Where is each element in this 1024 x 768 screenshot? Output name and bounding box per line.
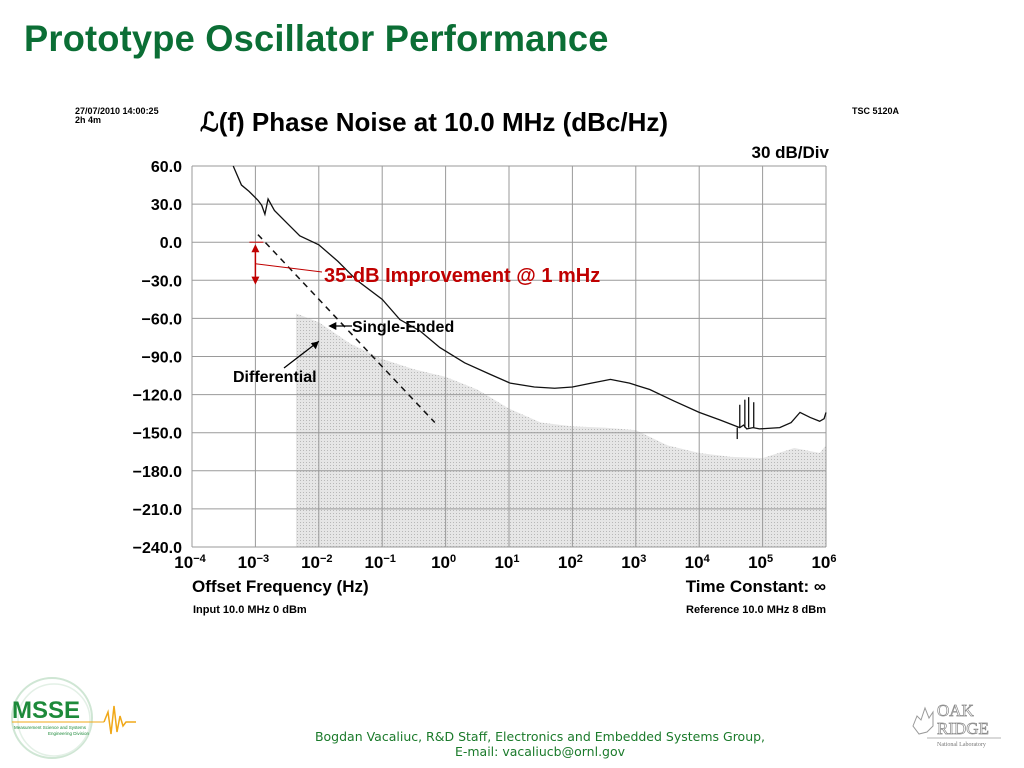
- x-tick-label: 103: [621, 553, 646, 572]
- single-ended-series-line: [232, 165, 827, 430]
- ornl-ridge: RIDGE: [937, 719, 989, 738]
- y-tick-label: −210.0: [133, 502, 182, 519]
- x-tick-label: 104: [685, 553, 711, 572]
- y-tick-label: −30.0: [142, 273, 183, 290]
- time-constant-label: Time Constant: ∞: [686, 577, 826, 596]
- arrow-up-right-icon: [310, 341, 319, 350]
- x-tick-label: 100: [431, 553, 456, 572]
- msse-logo: MSSE Measurement Science and Systems Eng…: [11, 677, 136, 759]
- msse-subtitle-1: Measurement Science and Systems: [14, 725, 87, 730]
- x-tick-label: 10−3: [238, 553, 269, 572]
- ornl-national-lab: National Laboratory: [937, 742, 986, 748]
- slide-title: Prototype Oscillator Performance: [24, 18, 609, 59]
- oak-leaf-icon: [912, 706, 934, 735]
- arrow-up-icon: [251, 244, 260, 253]
- x-tick-label: 101: [494, 553, 519, 572]
- arrow-left-icon: [328, 322, 337, 331]
- x-tick-label: 10−4: [174, 553, 206, 572]
- y-tick-label: −150.0: [133, 426, 182, 443]
- chart-duration: 2h 4m: [75, 115, 101, 125]
- y-tick-label: 30.0: [151, 197, 182, 214]
- y-tick-label: 0.0: [160, 235, 182, 252]
- x-axis-label: Offset Frequency (Hz): [192, 577, 369, 596]
- footer: Bogdan Vacaliuc, R&D Staff, Electronics …: [300, 729, 780, 759]
- x-tick-label: 10−1: [364, 553, 395, 572]
- noise-floor-area: [295, 313, 826, 547]
- chart-timestamp: 27/07/2010 14:00:25: [75, 106, 159, 116]
- ornl-logo: OAK RIDGE National Laboratory: [912, 701, 1001, 748]
- msse-logo-text: MSSE: [12, 697, 80, 724]
- y-tick-label: −240.0: [133, 540, 182, 557]
- arrow-down-icon: [251, 276, 260, 285]
- y-tick-label: 60.0: [151, 159, 182, 176]
- differential-label: Differential: [233, 369, 317, 386]
- x-tick-label: 102: [558, 553, 583, 572]
- y-tick-label: −180.0: [133, 464, 182, 481]
- scale-label: 30 dB/Div: [752, 143, 830, 162]
- chart-title: ℒ(f) Phase Noise at 10.0 MHz (dBc/Hz): [200, 107, 668, 137]
- y-tick-label: −60.0: [142, 311, 183, 328]
- input-info: Input 10.0 MHz 0 dBm: [193, 604, 307, 616]
- improvement-leader-line: [255, 263, 323, 273]
- reference-info: Reference 10.0 MHz 8 dBm: [686, 604, 826, 616]
- x-tick-label: 106: [811, 553, 836, 572]
- improvement-annotation: 35-dB Improvement @ 1 mHz: [324, 265, 600, 287]
- y-tick-label: −90.0: [142, 350, 183, 367]
- ornl-oak: OAK: [937, 701, 975, 720]
- footer-email[interactable]: E-mail: vacaliucb@ornl.gov: [454, 744, 626, 759]
- instrument-label: TSC 5120A: [852, 106, 900, 116]
- single-ended-label: Single-Ended: [352, 319, 454, 336]
- footer-author: Bogdan Vacaliuc, R&D Staff, Electronics …: [314, 729, 766, 744]
- x-tick-label: 105: [748, 553, 773, 572]
- msse-subtitle-2: Engineering Division: [48, 731, 90, 736]
- x-tick-label: 10−2: [301, 553, 332, 572]
- y-tick-label: −120.0: [133, 388, 182, 405]
